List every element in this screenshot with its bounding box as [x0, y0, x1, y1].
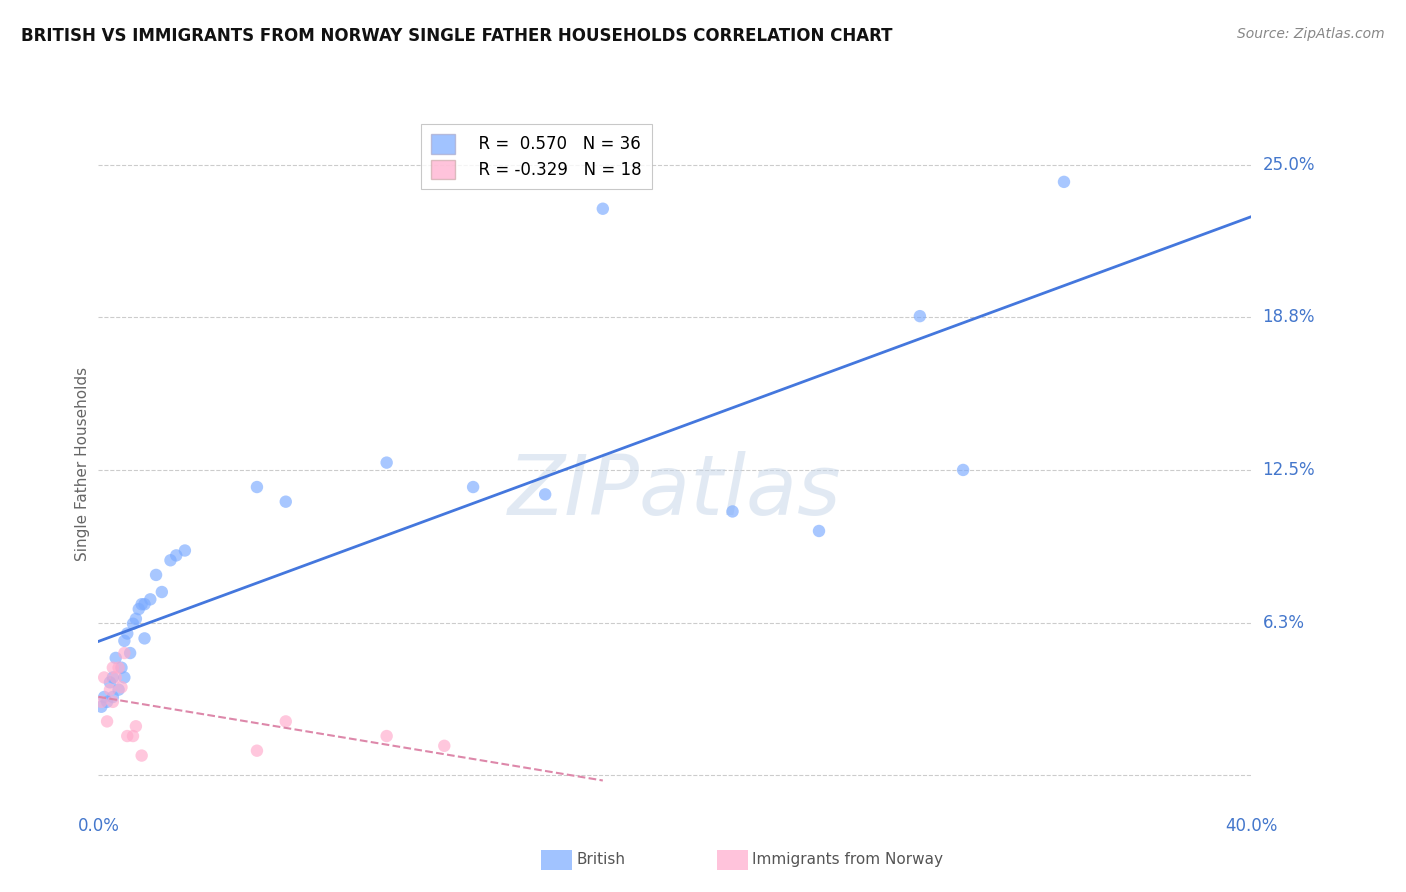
Point [461, 480, 484, 494]
Point [117, 626, 138, 640]
Point [145, 568, 167, 582]
Text: Immigrants from Norway: Immigrants from Norway [752, 853, 943, 867]
Point [110, 661, 132, 675]
Point [592, 202, 614, 216]
Point [125, 612, 148, 626]
Point [134, 597, 156, 611]
Point [112, 646, 135, 660]
Point [128, 602, 150, 616]
Point [375, 729, 398, 743]
Point [534, 487, 557, 501]
Point [122, 616, 145, 631]
Point [274, 714, 297, 729]
Text: ZIPatlas: ZIPatlas [508, 451, 842, 533]
Point [139, 592, 162, 607]
Point [131, 597, 153, 611]
Point [150, 585, 173, 599]
Legend:   R =  0.570   N = 36,   R = -0.329   N = 18: R = 0.570 N = 36, R = -0.329 N = 18 [422, 124, 651, 189]
Text: 18.8%: 18.8% [1263, 309, 1315, 326]
Point [908, 309, 931, 323]
Point [952, 463, 974, 477]
Point [117, 729, 138, 743]
Text: 25.0%: 25.0% [1263, 156, 1315, 174]
Point [1053, 175, 1076, 189]
Point [101, 661, 124, 675]
Point [246, 744, 269, 758]
Point [101, 695, 124, 709]
Point [107, 682, 129, 697]
Point [96, 695, 118, 709]
Point [433, 739, 456, 753]
Point [104, 651, 127, 665]
Y-axis label: Single Father Households: Single Father Households [75, 367, 90, 561]
Point [98, 675, 121, 690]
Point [122, 729, 145, 743]
Point [104, 670, 127, 684]
Point [90, 699, 112, 714]
Point [274, 494, 297, 508]
Text: British: British [576, 853, 626, 867]
Text: 6.3%: 6.3% [1263, 614, 1305, 632]
Point [807, 524, 830, 538]
Point [174, 543, 197, 558]
Point [110, 680, 132, 694]
Point [246, 480, 269, 494]
Point [375, 456, 398, 470]
Point [101, 690, 124, 704]
Point [96, 714, 118, 729]
Point [120, 646, 142, 660]
Point [131, 748, 153, 763]
Point [101, 670, 124, 684]
Point [159, 553, 181, 567]
Point [125, 719, 148, 733]
Point [165, 549, 187, 563]
Point [112, 670, 135, 684]
Text: 12.5%: 12.5% [1263, 461, 1315, 479]
Point [134, 632, 156, 646]
Point [112, 633, 135, 648]
Text: BRITISH VS IMMIGRANTS FROM NORWAY SINGLE FATHER HOUSEHOLDS CORRELATION CHART: BRITISH VS IMMIGRANTS FROM NORWAY SINGLE… [21, 27, 893, 45]
Text: Source: ZipAtlas.com: Source: ZipAtlas.com [1237, 27, 1385, 41]
Point [93, 690, 115, 704]
Point [721, 504, 744, 518]
Point [98, 682, 121, 697]
Point [93, 670, 115, 684]
Point [107, 661, 129, 675]
Point [90, 695, 112, 709]
